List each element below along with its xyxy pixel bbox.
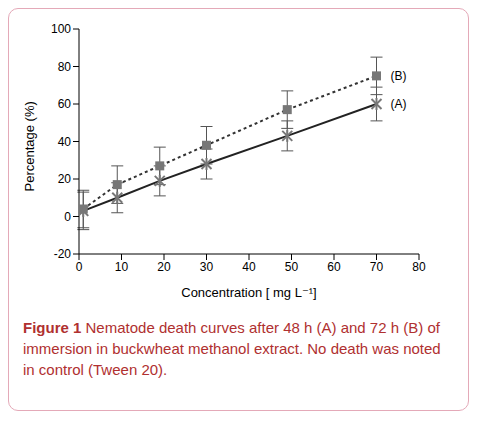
svg-text:40: 40: [242, 260, 256, 274]
svg-text:0: 0: [64, 210, 71, 224]
svg-text:80: 80: [412, 260, 426, 274]
svg-text:60: 60: [58, 97, 72, 111]
svg-text:10: 10: [115, 260, 129, 274]
svg-text:Percentage (%): Percentage (%): [22, 101, 37, 191]
svg-text:20: 20: [157, 260, 171, 274]
svg-text:-20: -20: [54, 247, 72, 261]
svg-text:20: 20: [58, 172, 72, 186]
html-text:Figure 1 Nematode death curves: Figure 1 Nematode death curves after 48 …: [23, 319, 441, 378]
svg-text:40: 40: [58, 135, 72, 149]
svg-text:80: 80: [58, 60, 72, 74]
svg-text:100: 100: [51, 22, 71, 36]
svg-text:(A): (A): [391, 97, 407, 111]
svg-text:70: 70: [370, 260, 384, 274]
svg-text:60: 60: [327, 260, 341, 274]
svg-text:30: 30: [200, 260, 214, 274]
svg-text:50: 50: [285, 260, 299, 274]
svg-text:(B): (B): [391, 69, 407, 83]
svg-text:0: 0: [76, 260, 83, 274]
svg-text:Concentration [ mg L⁻¹]: Concentration [ mg L⁻¹]: [181, 285, 316, 300]
